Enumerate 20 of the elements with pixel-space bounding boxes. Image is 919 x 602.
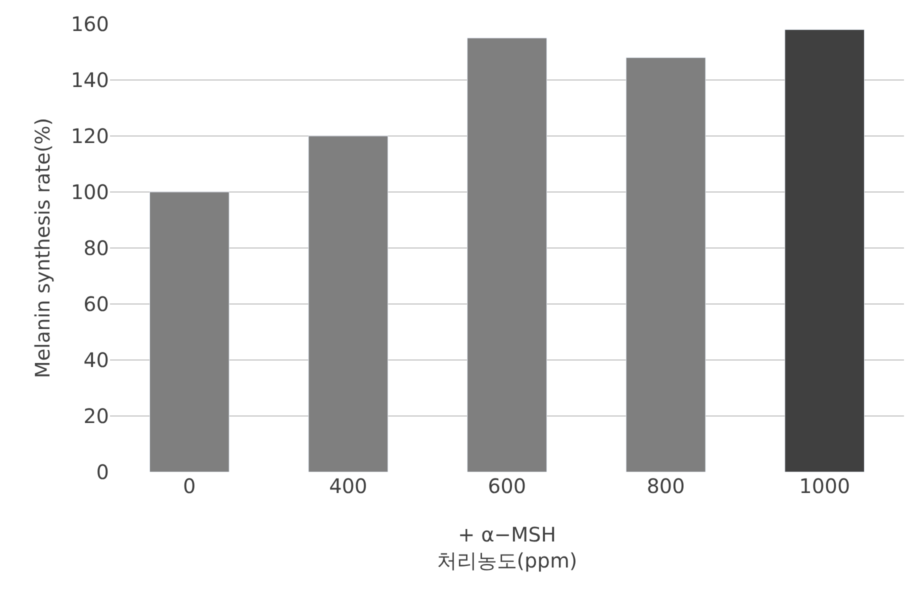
x-tick-label: 600: [488, 474, 526, 498]
bar: [308, 136, 388, 472]
y-tick-label: 20: [84, 404, 109, 428]
y-tick-label: 40: [84, 348, 109, 372]
y-tick-label: 80: [84, 236, 109, 260]
x-tick-label: 800: [646, 474, 685, 498]
bar: [149, 192, 230, 472]
x-axis-title: + α−MSH 처리농도(ppm): [436, 522, 578, 572]
y-tick-label: 100: [70, 180, 109, 204]
bar: [784, 29, 865, 472]
x-tick-label: 0: [183, 474, 196, 498]
bar: [626, 57, 706, 472]
y-tick-label: 120: [70, 124, 109, 148]
x-tick-label: 1000: [799, 474, 850, 498]
y-tick-label: 60: [84, 292, 109, 316]
bar: [467, 38, 547, 472]
y-tick-label: 140: [70, 68, 109, 92]
x-tick-label: 400: [329, 474, 368, 498]
y-axis-title: Melanin synthesis rate(%): [30, 118, 54, 378]
y-tick-label: 160: [70, 12, 109, 36]
